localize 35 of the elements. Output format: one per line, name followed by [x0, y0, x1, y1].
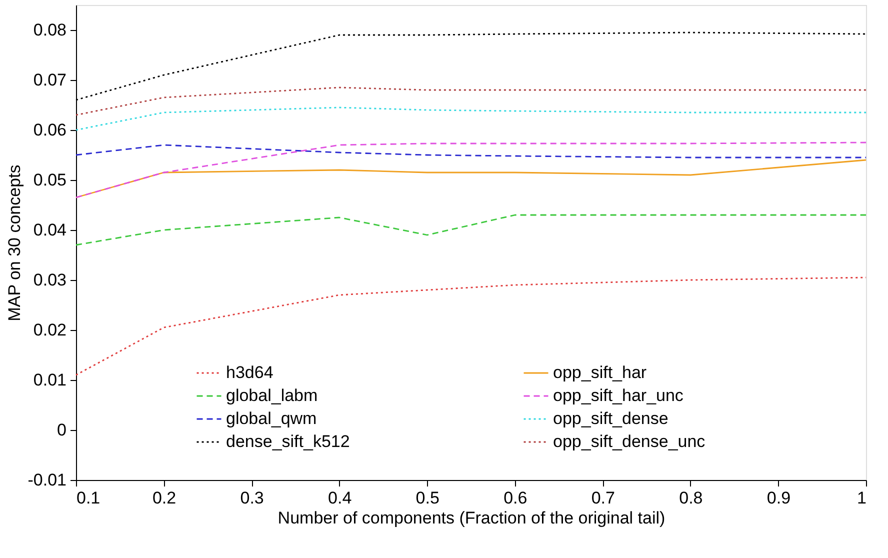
legend-label: global_qwm	[226, 409, 317, 428]
line-series	[75, 106, 867, 131]
y-tick-label: -0.01	[28, 470, 66, 490]
y-tick-label: 0.07	[33, 70, 66, 90]
x-tick-label: 0.2	[152, 488, 176, 508]
x-tick-label: 1	[857, 488, 866, 508]
legend-label: opp_sift_har_unc	[553, 386, 684, 405]
legend-label: dense_sift_k512	[226, 432, 350, 451]
y-axis-title: MAP on 30 concepts	[4, 164, 24, 322]
y-tick-label: 0.02	[33, 320, 66, 340]
line-series	[75, 86, 867, 116]
x-tick-label: 0.7	[591, 488, 615, 508]
x-tick-label: 0.6	[504, 488, 528, 508]
x-tick-label: 0.9	[766, 488, 791, 508]
legend-label: opp_sift_dense_unc	[553, 432, 706, 451]
y-tick-label: 0.03	[33, 270, 66, 290]
x-tick-label: 0.8	[679, 488, 703, 508]
x-tick-label: 0.5	[416, 488, 440, 508]
y-tick-label: 0.06	[33, 120, 66, 140]
y-tick-label: 0.08	[33, 20, 66, 40]
line-series	[75, 144, 867, 158]
line-series	[75, 142, 867, 198]
legend-label: global_labm	[226, 386, 318, 405]
legend-label: opp_sift_har	[553, 363, 647, 382]
y-tick-label: 0.01	[33, 370, 66, 390]
y-tick-label: 0.05	[33, 170, 66, 190]
x-tick-label: 0.3	[240, 488, 264, 508]
x-tick-label: 0.1	[76, 488, 100, 508]
line-series	[75, 214, 867, 246]
legend-label: h3d64	[226, 363, 274, 382]
legend-label: opp_sift_dense	[553, 409, 668, 428]
x-tick-label: 0.4	[328, 488, 352, 508]
x-axis-title: Number of components (Fraction of the original tail)	[278, 508, 666, 528]
y-tick-label: 0.04	[33, 220, 66, 240]
y-tick-label: 0	[57, 420, 66, 440]
